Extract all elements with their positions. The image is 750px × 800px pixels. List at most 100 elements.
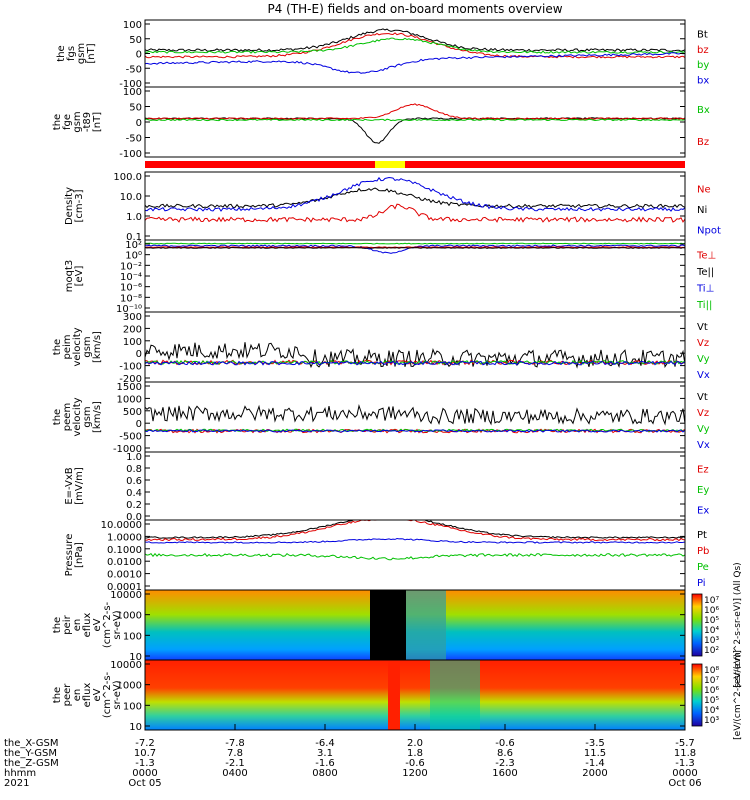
legend-entry: Te⊥ xyxy=(696,250,716,261)
y-axis-label: eV xyxy=(92,688,103,701)
y-tick-label: 100 xyxy=(123,701,142,712)
trace-red xyxy=(144,246,686,249)
spectrogram-region xyxy=(406,590,446,660)
legend-entry: Te|| xyxy=(696,267,714,278)
trace-red xyxy=(144,203,686,223)
trace-blue xyxy=(144,244,686,254)
trace-blue xyxy=(144,360,686,366)
y-axis-label: the xyxy=(52,114,63,130)
y-tick-label: 1500 xyxy=(117,382,142,393)
legend-entry: bx xyxy=(697,75,709,86)
y-axis-label: [mV/m] xyxy=(74,467,85,505)
y-axis-label: [nT] xyxy=(92,112,103,132)
y-axis-label: the xyxy=(52,617,63,633)
y-tick-label: 0.8 xyxy=(126,464,142,475)
time-axis-value: Oct 06 xyxy=(668,778,701,789)
panel-frame xyxy=(144,311,686,383)
y-axis-label: peer xyxy=(62,683,73,707)
y-tick-label: 10000 xyxy=(110,660,142,671)
y-tick-label: 100 xyxy=(123,631,142,642)
y-tick-label: 10⁻⁴ xyxy=(120,272,142,283)
y-axis-label: Density xyxy=(64,187,75,225)
y-axis-label: gsm xyxy=(76,43,87,64)
panel-frame xyxy=(144,239,686,313)
colorbar-tick-label: 10³ xyxy=(704,636,719,646)
legend-entry: Bx xyxy=(697,105,710,116)
trace-black xyxy=(144,117,686,144)
panel-fge: 100 50 0 -50 -100 the fge gsm -t89 [nT] Bx Bz xyxy=(52,86,710,160)
legend-entry: Vx xyxy=(697,370,710,381)
legend-entry: Vz xyxy=(697,338,709,349)
y-tick-label: 0.4 xyxy=(126,488,142,499)
time-axis-value: 1.8 xyxy=(407,748,423,759)
time-axis-value: 0000 xyxy=(132,768,157,779)
y-tick-label: 0.6 xyxy=(126,476,142,487)
trace-black xyxy=(144,403,686,426)
y-axis-label: (cm^2-s- xyxy=(102,601,113,648)
y-axis-label: the xyxy=(52,687,63,703)
trace-red xyxy=(144,103,686,120)
time-axis-row-label: the_Z-GSM xyxy=(4,758,59,769)
time-axis-value: -7.2 xyxy=(135,738,155,749)
time-axis-row-label: the_X-GSM xyxy=(4,738,58,749)
y-tick-label: -50 xyxy=(126,134,142,145)
colorbar-tick-label: 10⁵ xyxy=(704,696,719,706)
y-tick-label: 1000 xyxy=(117,611,142,622)
mode-bar-segment xyxy=(375,161,405,168)
trace-black xyxy=(144,247,686,249)
y-axis-label: -t89 xyxy=(82,112,93,132)
y-axis-label: [cm-3] xyxy=(74,189,85,222)
time-axis-value: -3.5 xyxy=(585,738,605,749)
y-axis-label: (cm^2-s- xyxy=(102,671,113,718)
time-axis-value: -2.3 xyxy=(495,758,515,769)
y-tick-label: 10² xyxy=(125,240,142,251)
time-axis-value: -7.8 xyxy=(225,738,245,749)
trace-green xyxy=(144,428,686,432)
legend-entry: Vy xyxy=(697,424,710,435)
spectrogram-region xyxy=(388,660,400,730)
y-axis-label: en xyxy=(72,689,83,702)
time-axis-value: 0800 xyxy=(312,768,337,779)
trace-green xyxy=(144,242,686,245)
figure-title: P4 (TH-E) fields and on-board moments ov… xyxy=(267,2,562,16)
y-axis-label: E=-VxB xyxy=(64,467,75,504)
y-tick-label: 1.0 xyxy=(126,452,142,463)
y-tick-label: 100 xyxy=(123,337,142,348)
colorbar-tick-label: 10⁶ xyxy=(704,686,719,696)
trace-blue xyxy=(144,52,686,74)
panel-frame xyxy=(144,519,686,591)
y-tick-label: 1.0 xyxy=(126,212,142,223)
trace-green xyxy=(144,359,686,366)
panel-efield: 1.00.80.60.40.20.0 E=-VxB [mV/m] Ez Ey Ex xyxy=(64,451,709,523)
legend-entry: Ey xyxy=(697,485,709,496)
colorbar-tick-label: 10⁸ xyxy=(704,666,719,676)
colorbar-tick-label: 10⁴ xyxy=(704,626,719,636)
y-tick-label: 10 xyxy=(129,722,142,733)
y-axis-label: peem xyxy=(62,403,73,431)
legend-entry: Vy xyxy=(697,354,710,365)
y-tick-label: 0.0001 xyxy=(107,582,142,593)
y-axis-label: fgs xyxy=(66,46,77,61)
y-axis-label: sr-eV) xyxy=(112,680,123,709)
colorbar-label: [eV/(cm^2-s-sr-eV)] xyxy=(733,650,743,740)
legend-entry: by xyxy=(697,60,709,71)
y-tick-label: 0 xyxy=(136,118,142,129)
colorbar-label: [eV/(cm^2-s-sr-eV)] (All Qs) xyxy=(733,562,743,687)
y-tick-label: 0 xyxy=(136,349,142,360)
y-axis-label: velocity xyxy=(72,327,83,366)
y-tick-label: 10000 xyxy=(110,590,142,601)
legend-entry: Vz xyxy=(697,408,709,419)
colorbar-tick-label: 10⁵ xyxy=(704,616,719,626)
y-tick-label: 0 xyxy=(136,419,142,430)
y-tick-label: 1000 xyxy=(117,394,142,405)
y-tick-label: 0.0010 xyxy=(107,570,142,581)
time-axis-value: 11.8 xyxy=(674,748,696,759)
y-tick-label: 10⁻¹⁰ xyxy=(116,304,142,315)
spectrogram-gap xyxy=(370,590,406,660)
time-axis-table: the_X-GSM -7.2 -7.8 -6.4 2.0 -0.6 -3.5 -5.7 the_… xyxy=(4,724,702,789)
